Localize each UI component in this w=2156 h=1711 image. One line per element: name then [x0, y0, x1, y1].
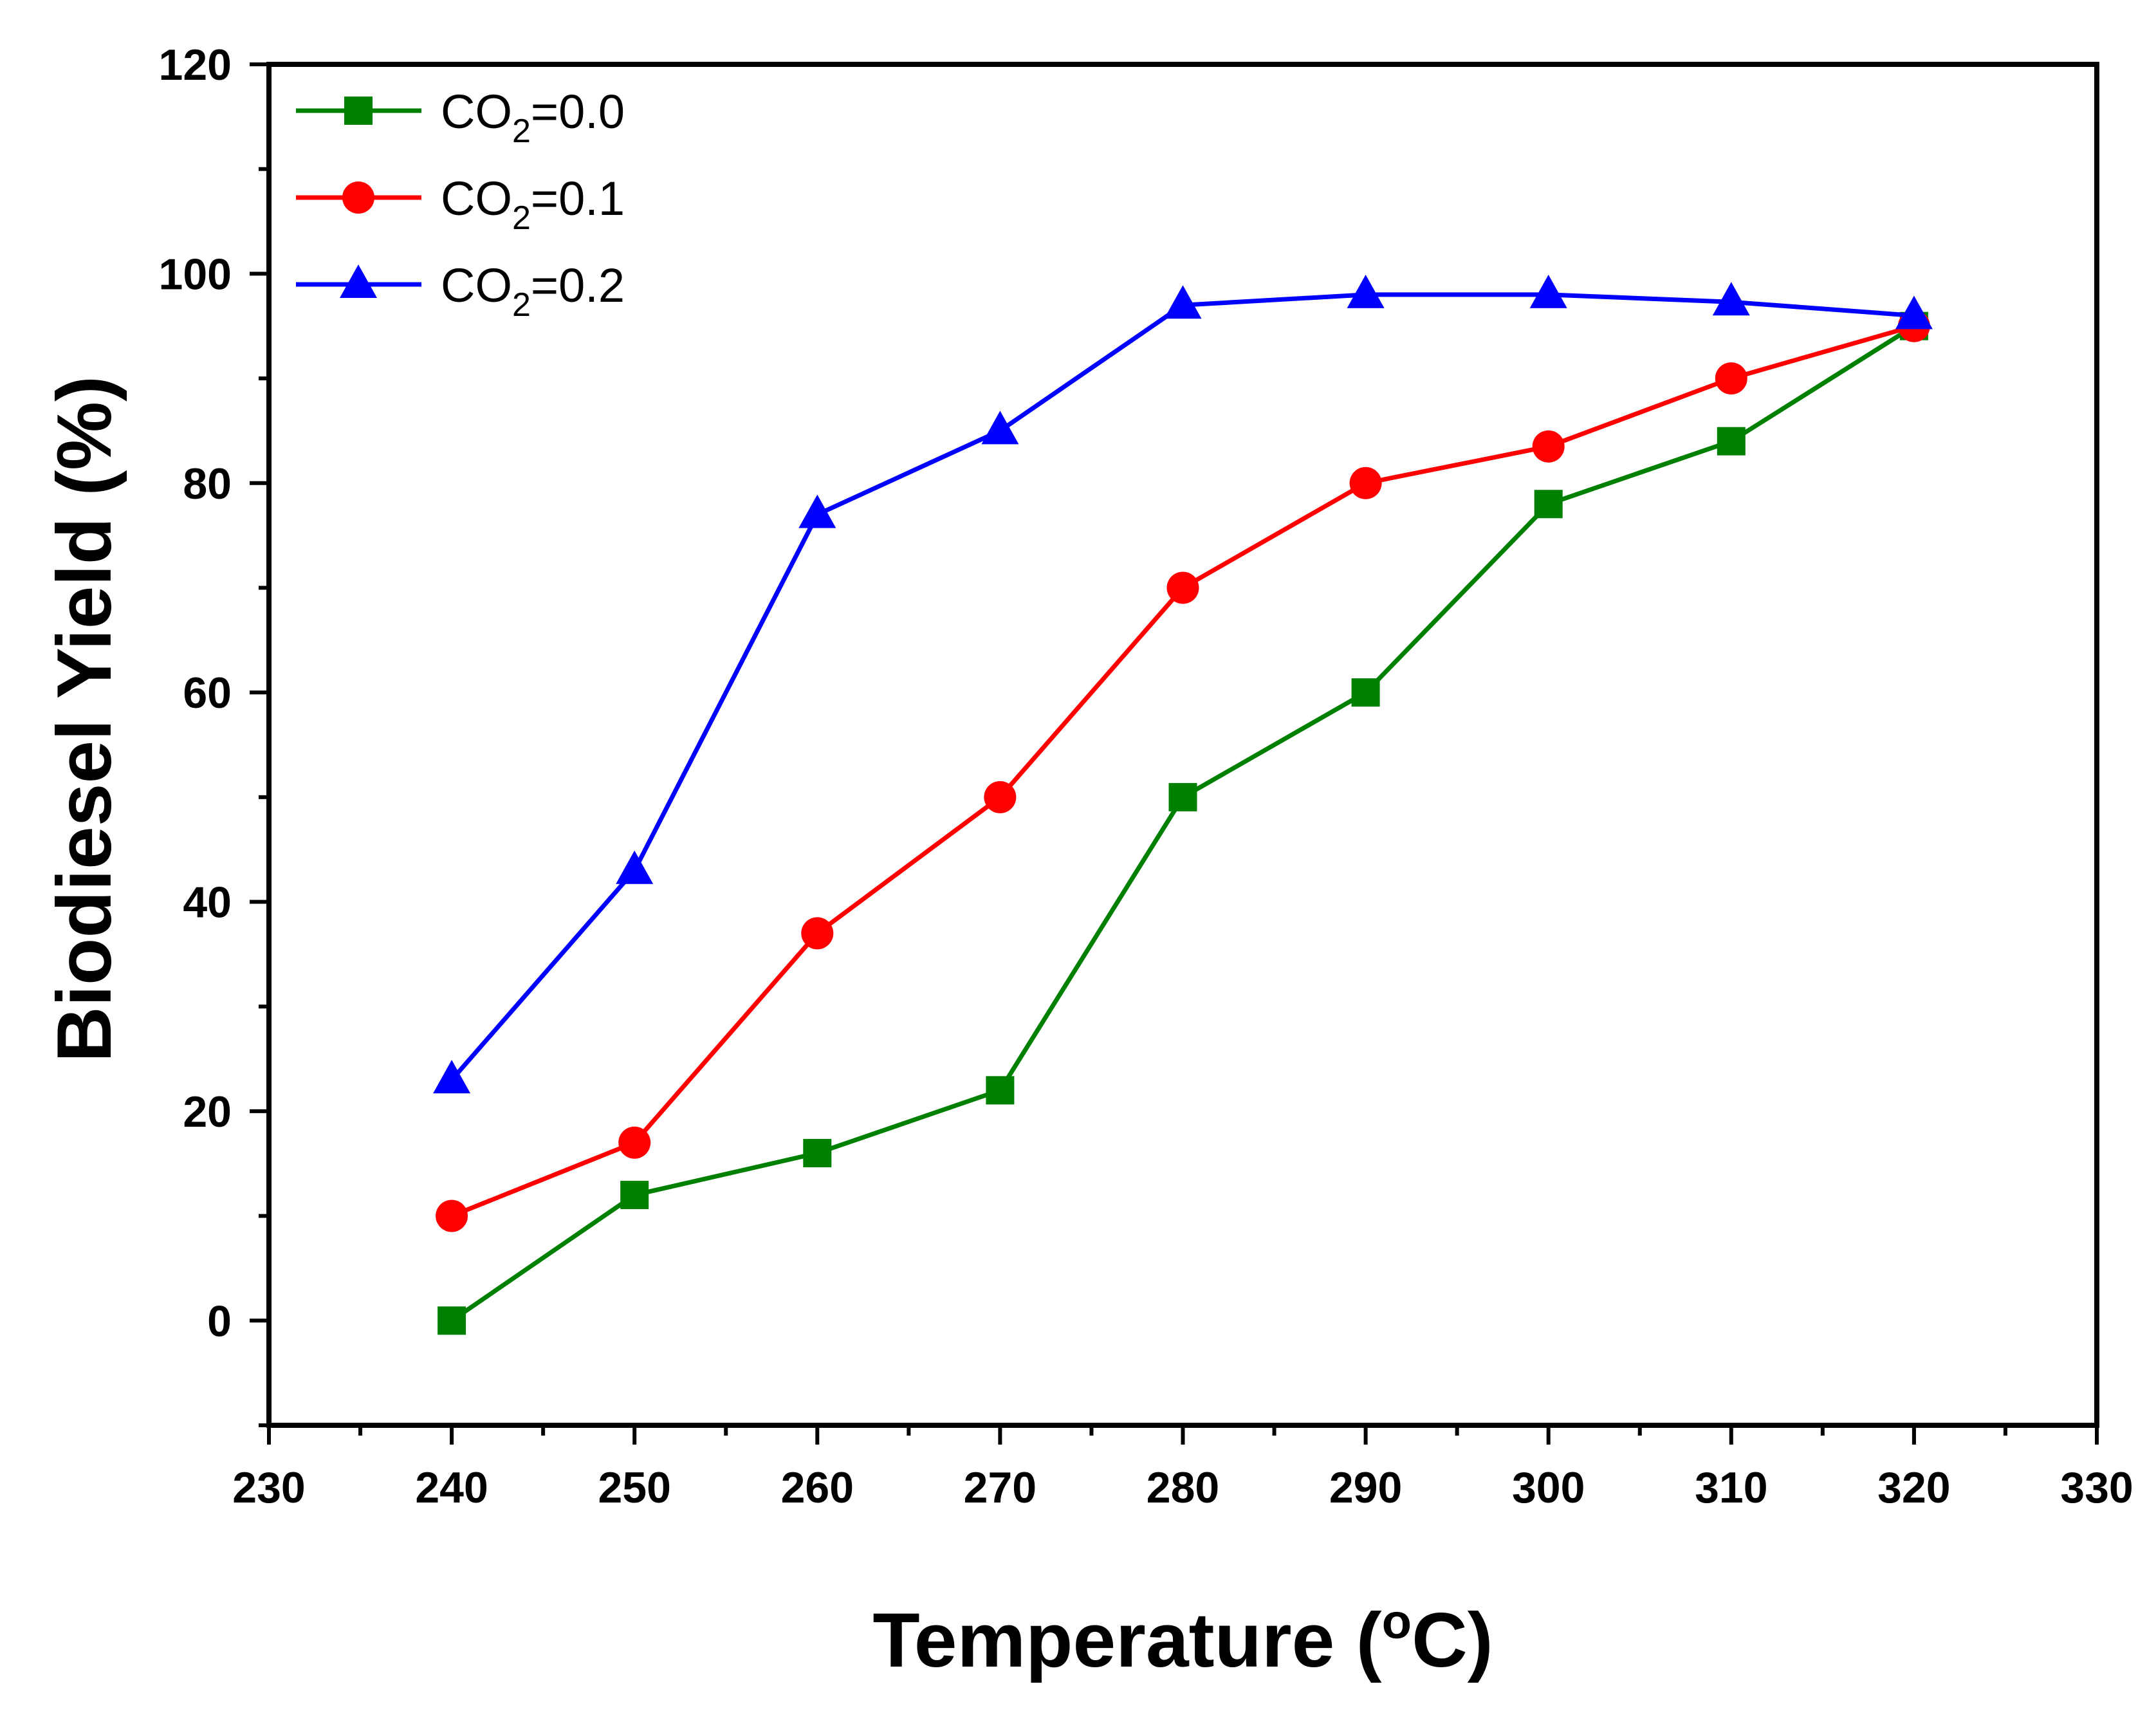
- legend-label: CO2=0.1: [441, 172, 625, 237]
- data-point: [616, 850, 654, 884]
- series-line: [450, 292, 1915, 1082]
- x-tick-label: 330: [2060, 1463, 2133, 1512]
- x-tick-label: 320: [1877, 1463, 1950, 1512]
- series-layer: [433, 274, 1933, 1335]
- data-point: [1529, 274, 1567, 308]
- legend-item: CO2=0.2: [296, 259, 625, 324]
- y-tick-label: 80: [183, 459, 232, 508]
- legend-label: CO2=0.0: [441, 85, 625, 150]
- x-tick-label: 250: [598, 1463, 670, 1512]
- legend: CO2=0.0 CO2=0.1 CO2=0.2: [296, 85, 625, 324]
- data-point: [986, 1076, 1015, 1105]
- axis-titles: Temperature (oC) Biodiesel Yield (%): [41, 376, 1493, 1683]
- data-point: [620, 1181, 649, 1210]
- data-point: [1532, 430, 1565, 463]
- x-axis-title: Temperature (oC): [872, 1595, 1493, 1683]
- y-axis-title: Biodiesel Yield (%): [41, 376, 127, 1062]
- data-point: [981, 411, 1019, 445]
- series-1: [436, 310, 1930, 1232]
- data-point: [1534, 490, 1563, 519]
- data-point: [1712, 282, 1750, 316]
- data-point: [984, 781, 1017, 813]
- x-tick-label: 240: [415, 1463, 488, 1512]
- data-point: [1168, 782, 1197, 811]
- data-point: [438, 1306, 466, 1335]
- y-tick-label: 20: [183, 1087, 232, 1136]
- data-point: [801, 917, 834, 950]
- series-2: [433, 274, 1933, 1094]
- data-point: [1895, 295, 1933, 329]
- series-line: [450, 324, 1915, 1218]
- y-tick-label: 100: [159, 250, 232, 299]
- x-tick-label: 230: [232, 1463, 305, 1512]
- x-tick-label: 270: [964, 1463, 1037, 1512]
- data-point: [1349, 467, 1382, 499]
- data-point: [618, 1126, 651, 1159]
- legend-item: CO2=0.0: [296, 85, 625, 150]
- x-tick-label: 290: [1329, 1463, 1402, 1512]
- data-point: [1717, 427, 1746, 456]
- x-tick-label: 260: [781, 1463, 854, 1512]
- legend-label: CO2=0.2: [441, 259, 625, 324]
- x-tick-label: 280: [1147, 1463, 1219, 1512]
- y-tick-label: 40: [183, 878, 232, 927]
- data-point: [1715, 362, 1747, 395]
- data-point: [436, 1199, 468, 1232]
- legend-marker: [340, 264, 377, 298]
- x-tick-label: 310: [1695, 1463, 1767, 1512]
- y-tick-label: 60: [183, 669, 232, 717]
- data-point: [798, 494, 836, 528]
- data-point: [433, 1060, 471, 1094]
- legend-marker: [342, 181, 374, 214]
- data-point: [1351, 678, 1380, 707]
- legend-marker: [344, 97, 373, 125]
- x-tick-label: 300: [1512, 1463, 1585, 1512]
- series-line: [450, 324, 1915, 1323]
- series-0: [438, 311, 1928, 1335]
- data-point: [803, 1139, 832, 1167]
- data-point: [1347, 274, 1385, 308]
- y-tick-label: 120: [159, 41, 232, 89]
- legend-item: CO2=0.1: [296, 172, 625, 237]
- axes-layer: 230 240 250 260 270 280 290 300 310 320 330 0 20 40 60…: [159, 41, 2133, 1512]
- data-point: [1164, 285, 1202, 319]
- data-point: [1166, 571, 1199, 604]
- y-tick-label: 0: [207, 1297, 232, 1346]
